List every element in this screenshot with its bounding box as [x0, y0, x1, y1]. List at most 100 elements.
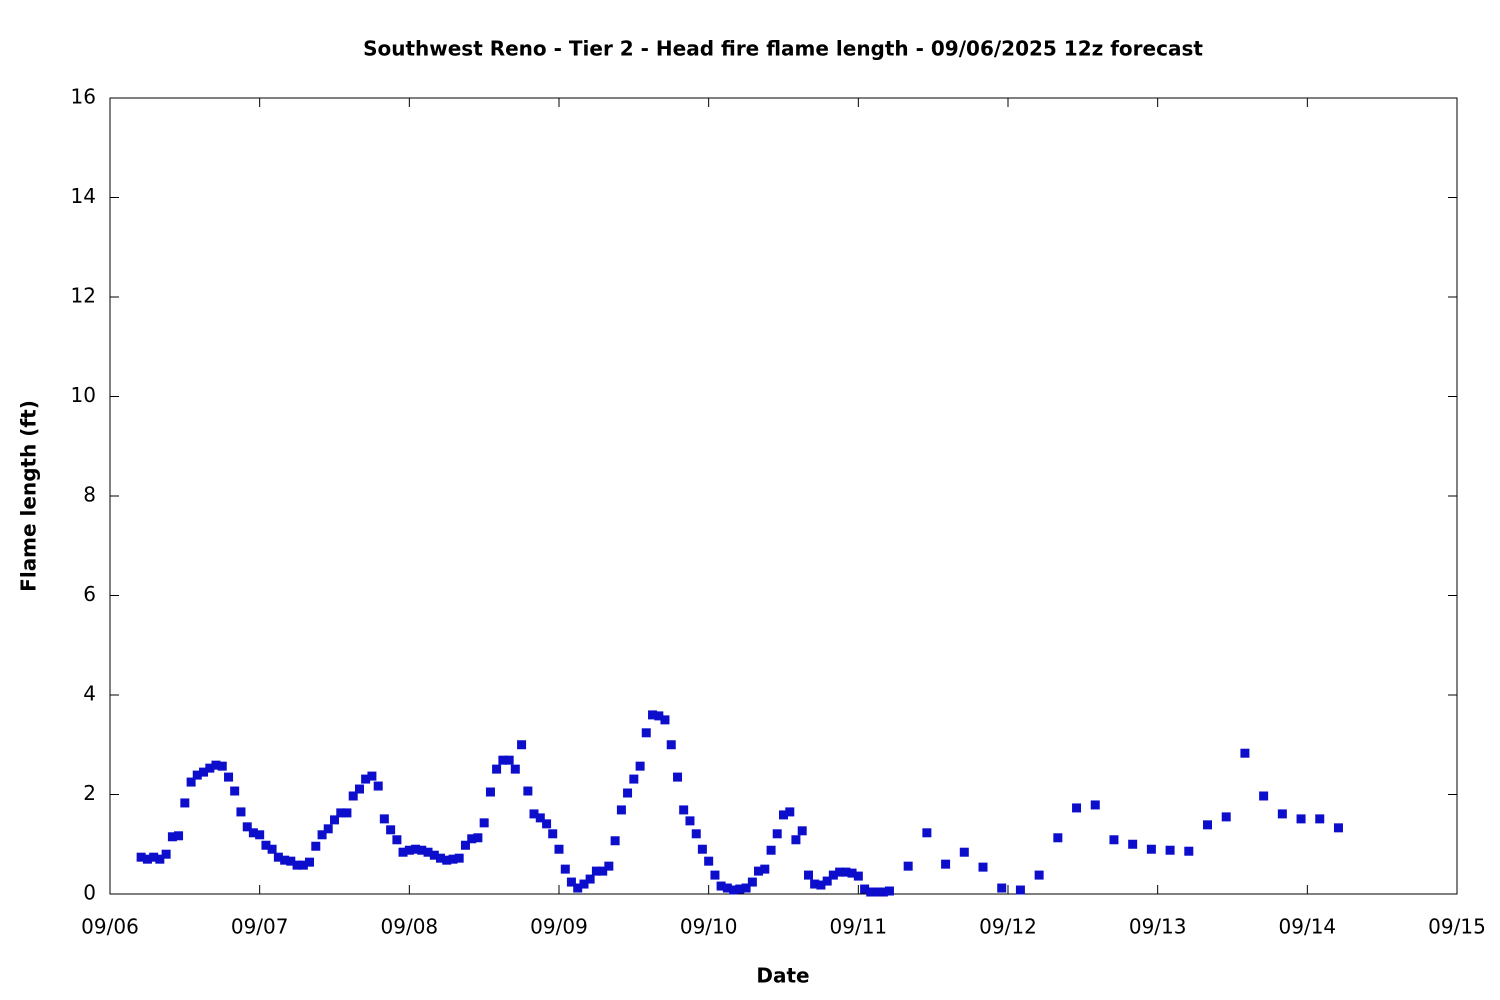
point [342, 808, 352, 818]
point [142, 854, 152, 864]
point [573, 883, 583, 893]
point [666, 740, 676, 750]
point [267, 844, 277, 854]
point [691, 829, 701, 839]
point [404, 845, 414, 855]
point [542, 819, 552, 829]
point [722, 883, 732, 893]
point [261, 840, 271, 850]
x-tick-label: 09/10 [680, 915, 738, 939]
point [485, 787, 495, 797]
point [1277, 809, 1287, 819]
point [754, 866, 764, 876]
point [230, 786, 240, 796]
x-tick-label: 09/07 [231, 915, 289, 939]
point [604, 861, 614, 871]
point [685, 816, 695, 826]
point [710, 870, 720, 880]
point [448, 854, 458, 864]
point [635, 761, 645, 771]
point [192, 770, 202, 780]
point [729, 885, 739, 895]
point [1184, 846, 1194, 856]
point [348, 791, 358, 801]
point [785, 807, 795, 817]
point [305, 857, 315, 867]
x-tick-label: 09/12 [979, 915, 1037, 939]
x-tick-label: 09/06 [81, 915, 139, 939]
point [598, 866, 608, 876]
point [978, 862, 988, 872]
point [417, 845, 427, 855]
x-tick-label: 09/08 [381, 915, 439, 939]
point [161, 849, 171, 859]
point [211, 760, 221, 770]
point [330, 815, 339, 825]
point [492, 764, 502, 774]
point [460, 840, 470, 850]
point [959, 847, 969, 857]
point [1146, 844, 1156, 854]
x-tick-label: 09/15 [1428, 915, 1486, 939]
point [298, 860, 308, 870]
point [654, 711, 664, 721]
point [248, 828, 258, 838]
point [411, 844, 421, 854]
point [660, 715, 670, 725]
point [224, 772, 234, 782]
point [174, 831, 184, 841]
point [199, 767, 209, 777]
point [479, 818, 489, 828]
point [679, 805, 689, 815]
point [835, 867, 845, 877]
point [392, 835, 402, 845]
point [535, 813, 545, 823]
point [398, 847, 408, 857]
point [280, 855, 290, 865]
point [523, 786, 533, 796]
point [149, 852, 159, 862]
point [1296, 814, 1306, 824]
point [554, 844, 564, 854]
point [236, 807, 246, 817]
point [741, 883, 751, 893]
point [828, 870, 838, 880]
point [273, 852, 283, 862]
point [860, 884, 870, 894]
point [1109, 835, 1119, 845]
point [922, 828, 932, 838]
y-tick-label: 16 [71, 85, 96, 109]
point [941, 859, 951, 869]
point [673, 772, 683, 782]
point [779, 810, 788, 820]
point [510, 764, 520, 774]
point [1090, 800, 1100, 810]
point [772, 829, 782, 839]
point [379, 814, 389, 824]
point [155, 854, 165, 864]
point [623, 788, 633, 798]
point [1203, 820, 1213, 830]
point [217, 761, 227, 771]
point [716, 881, 726, 891]
point [847, 868, 857, 878]
point [579, 879, 589, 889]
point [1015, 885, 1025, 895]
point [386, 825, 396, 835]
point [1259, 791, 1269, 801]
point [697, 844, 707, 854]
y-tick-label: 14 [71, 184, 96, 208]
point [311, 841, 321, 851]
point [1333, 823, 1343, 833]
point [997, 883, 1007, 893]
point [747, 877, 757, 887]
point [454, 853, 464, 863]
point [872, 887, 882, 897]
point [591, 866, 601, 876]
point [704, 856, 714, 866]
point [423, 847, 433, 857]
point [903, 861, 913, 871]
point [255, 830, 265, 840]
point [560, 864, 570, 874]
